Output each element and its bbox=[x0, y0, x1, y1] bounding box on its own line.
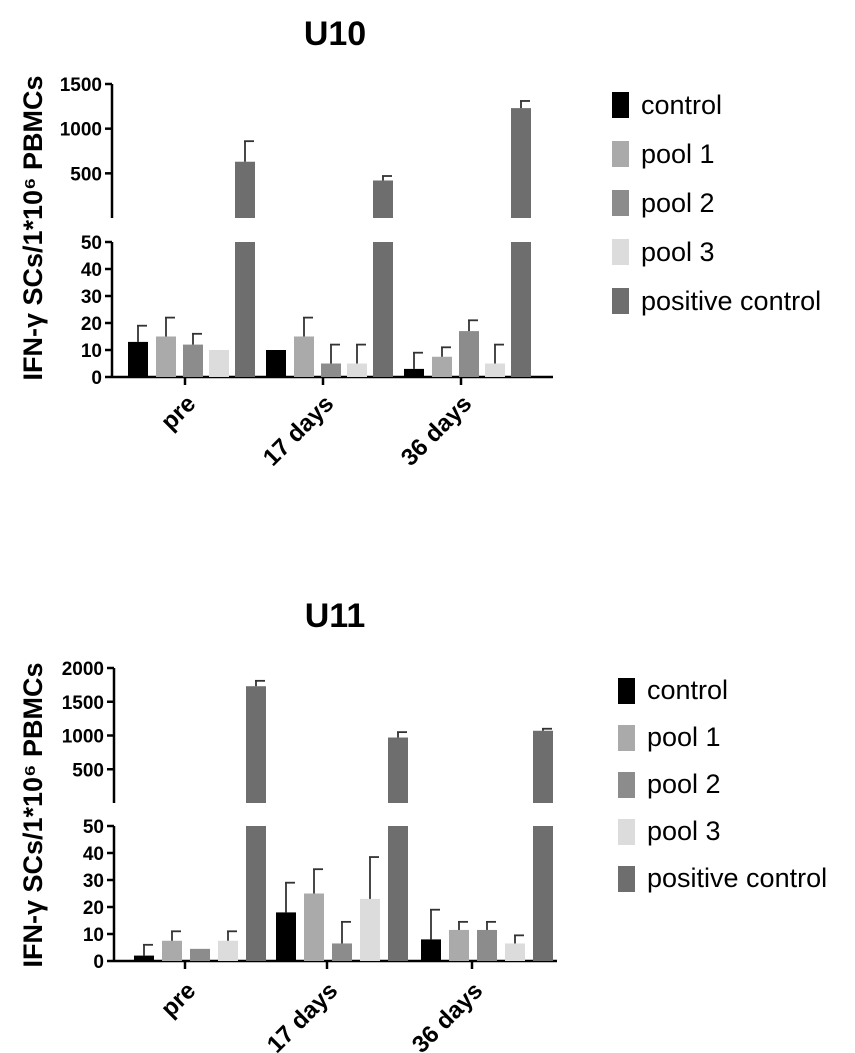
bar-control bbox=[128, 341, 148, 377]
legend-label: positive control bbox=[647, 863, 827, 893]
bar-pool-1 bbox=[432, 356, 452, 377]
bar-positive-control-lower bbox=[235, 242, 255, 377]
y-tick-label: 0 bbox=[93, 952, 104, 973]
bar-pool-2 bbox=[183, 344, 203, 377]
legend-label: positive control bbox=[641, 286, 821, 316]
legend-label: pool 1 bbox=[641, 139, 715, 169]
chart-title: U10 bbox=[304, 15, 366, 53]
y-tick-label: 40 bbox=[83, 844, 104, 865]
bar-pool-3 bbox=[218, 940, 238, 961]
y-tick-label: 20 bbox=[83, 898, 104, 919]
bar-positive-control-lower bbox=[533, 826, 553, 961]
y-tick-label: 30 bbox=[83, 871, 104, 892]
y-tick-label: 1000 bbox=[60, 120, 102, 141]
bar-positive-control-upper bbox=[511, 108, 531, 218]
y-tick-label: 500 bbox=[72, 760, 104, 781]
y-tick-label: 1500 bbox=[60, 75, 102, 96]
x-tick-label: pre bbox=[156, 977, 202, 1023]
bar-positive-control-upper bbox=[373, 180, 393, 218]
bar-positive-control-lower bbox=[511, 242, 531, 377]
chart-title: U11 bbox=[305, 597, 366, 635]
y-tick-label: 40 bbox=[81, 260, 102, 281]
bar-positive-control-upper bbox=[388, 737, 408, 803]
bar-pool-2 bbox=[332, 943, 352, 961]
legend-label: control bbox=[641, 90, 722, 120]
legend-swatch bbox=[612, 190, 629, 216]
y-tick-label: 1000 bbox=[62, 727, 104, 748]
y-tick-label: 50 bbox=[83, 817, 104, 838]
bar-control bbox=[421, 939, 441, 961]
bar-pool-1 bbox=[304, 893, 324, 961]
bar-positive-control-upper bbox=[246, 686, 266, 803]
legend-swatch bbox=[612, 141, 629, 167]
x-tick-label: 17 days bbox=[258, 390, 339, 471]
bar-pool-2 bbox=[190, 948, 210, 961]
legend-swatch bbox=[612, 288, 629, 314]
legend-swatch bbox=[618, 866, 635, 892]
bar-pool-1 bbox=[156, 336, 176, 377]
legend-label: pool 3 bbox=[641, 237, 715, 267]
y-axis-label: IFN-γ SCs/1*10⁶ PBMCs bbox=[18, 75, 48, 380]
bar-control bbox=[404, 368, 424, 377]
x-tick-label: pre bbox=[156, 390, 202, 436]
x-tick-label: 36 days bbox=[407, 977, 488, 1053]
chart-U10: U10 IFN-γ SCs/1*10⁶ PBMCs 500 1000 1500 0 10 20… bbox=[18, 15, 821, 472]
legend-swatch bbox=[612, 239, 629, 265]
bar-control bbox=[266, 350, 286, 377]
bar-pool-1 bbox=[162, 940, 182, 961]
legend-swatch bbox=[612, 92, 629, 118]
bar-positive-control-lower bbox=[388, 826, 408, 961]
y-tick-label: 20 bbox=[81, 314, 102, 335]
y-tick-label: 500 bbox=[70, 164, 102, 185]
bar-pool-1 bbox=[294, 336, 314, 377]
bar-pool-2 bbox=[477, 929, 497, 961]
legend-label: pool 2 bbox=[641, 188, 715, 218]
y-axis-label: IFN-γ SCs/1*10⁶ PBMCs bbox=[18, 662, 48, 967]
y-tick-label: 10 bbox=[81, 341, 102, 362]
bar-pool-2 bbox=[321, 363, 341, 377]
y-tick-label: 0 bbox=[91, 368, 102, 389]
chart-U11: U11 IFN-γ SCs/1*10⁶ PBMCs 500 1000 1500 2000 0… bbox=[18, 597, 827, 1053]
legend-label: pool 1 bbox=[647, 722, 721, 752]
y-tick-label: 10 bbox=[83, 925, 104, 946]
bar-positive-control-lower bbox=[373, 242, 393, 377]
x-tick-label: 17 days bbox=[262, 977, 343, 1053]
bar-pool-3 bbox=[347, 363, 367, 377]
legend-swatch bbox=[618, 678, 635, 704]
y-tick-label: 50 bbox=[81, 233, 102, 254]
bar-pool-3 bbox=[505, 943, 525, 961]
y-tick-label: 1500 bbox=[62, 693, 104, 714]
bar-positive-control-upper bbox=[235, 161, 255, 218]
y-tick-label: 2000 bbox=[62, 659, 104, 680]
bar-control bbox=[276, 912, 296, 961]
bar-pool-3 bbox=[209, 350, 229, 377]
bar-control bbox=[134, 955, 154, 961]
bar-positive-control-lower bbox=[246, 826, 266, 961]
bar-positive-control-upper bbox=[533, 730, 553, 803]
x-tick-label: 36 days bbox=[396, 390, 477, 471]
legend-swatch bbox=[618, 772, 635, 798]
legend-label: pool 2 bbox=[647, 769, 721, 799]
bar-pool-3 bbox=[360, 898, 380, 961]
legend-label: control bbox=[647, 675, 728, 705]
bar-pool-2 bbox=[459, 331, 479, 377]
legend-swatch bbox=[618, 819, 635, 845]
legend-label: pool 3 bbox=[647, 816, 721, 846]
legend-swatch bbox=[618, 725, 635, 751]
y-tick-label: 30 bbox=[81, 287, 102, 308]
bar-pool-1 bbox=[449, 929, 469, 961]
bar-pool-3 bbox=[485, 363, 505, 377]
